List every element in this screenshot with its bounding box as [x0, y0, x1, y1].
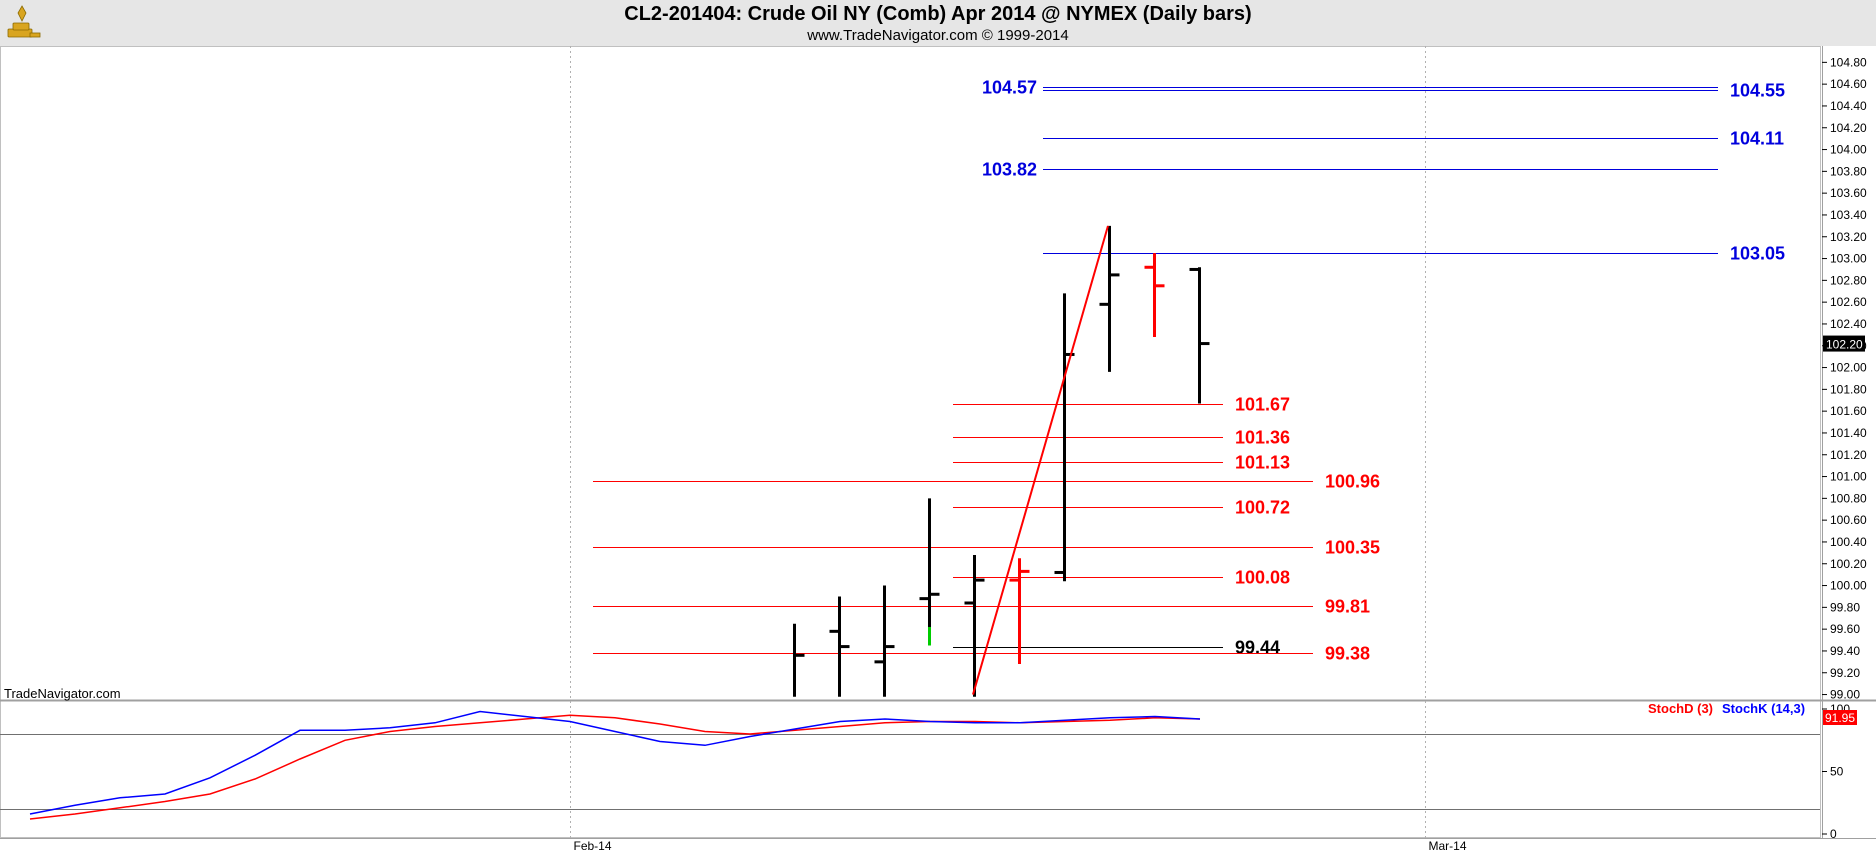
- stoch-last-box: [1823, 710, 1857, 725]
- legend-stochd: StochD (3): [1648, 701, 1713, 716]
- ohlc-bars: [793, 225, 1210, 697]
- price-tick-label: 100.40: [1830, 535, 1867, 549]
- price-tick-label: 100.80: [1830, 491, 1867, 505]
- price-tick-label: 101.80: [1830, 382, 1867, 396]
- level-label: 104.55: [1730, 81, 1785, 101]
- level-label: 99.81: [1325, 597, 1370, 617]
- price-tick-label: 103.80: [1830, 164, 1867, 178]
- ohlc-bar: [1144, 253, 1165, 338]
- level-label: 104.57: [982, 78, 1037, 98]
- chart-border: [0, 46, 1821, 838]
- level-label: 99.38: [1325, 644, 1370, 664]
- price-tick-label: 102.80: [1830, 273, 1867, 287]
- level-label: 99.44: [1235, 638, 1280, 658]
- price-tick-label: 104.40: [1830, 99, 1867, 113]
- ohlc-bar: [919, 498, 940, 646]
- price-tick-label: 101.20: [1830, 448, 1867, 462]
- price-tick-label: 103.40: [1830, 208, 1867, 222]
- price-tick-label: 104.00: [1830, 143, 1867, 157]
- date-tick-label: Mar-14: [1429, 839, 1467, 853]
- price-tick-label: 101.40: [1830, 426, 1867, 440]
- price-tick-label: 99.60: [1830, 622, 1860, 636]
- ohlc-bar: [793, 623, 805, 697]
- price-tick-label: 103.20: [1830, 230, 1867, 244]
- watermark-text: TradeNavigator.com: [4, 686, 121, 701]
- level-label: 101.13: [1235, 453, 1290, 473]
- ohlc-bar: [874, 585, 895, 697]
- trade-navigator-logo: [7, 5, 41, 38]
- price-tick-label: 99.80: [1830, 600, 1860, 614]
- ohlc-bar: [1099, 225, 1120, 372]
- level-label: 100.72: [1235, 498, 1290, 518]
- chart-title: CL2-201404: Crude Oil NY (Comb) Apr 2014…: [624, 3, 1252, 25]
- level-label: 100.96: [1325, 472, 1380, 492]
- ohlc-bar: [1009, 558, 1030, 665]
- price-axis: 104.80 104.60 104.40 104.20 104.00 103.80 103.…: [1822, 55, 1867, 702]
- chart-header: [0, 0, 1876, 46]
- ohlc-bar: [829, 596, 850, 697]
- level-label: 101.36: [1235, 428, 1290, 448]
- price-tick-label: 99.20: [1830, 666, 1860, 680]
- price-tick-label: 103.60: [1830, 186, 1867, 200]
- price-tick-label: 101.60: [1830, 404, 1867, 418]
- price-tick-label: 99.40: [1830, 644, 1860, 658]
- legend-stochk: StochK (14,3): [1722, 701, 1806, 716]
- price-tick-label: 102.40: [1830, 317, 1867, 331]
- price-tick-label: 99.00: [1830, 688, 1860, 702]
- trend-line: [972, 225, 1109, 695]
- price-tick-label: 102.00: [1830, 361, 1867, 375]
- price-tick-label: 100.20: [1830, 557, 1867, 571]
- level-label: 103.82: [982, 160, 1037, 180]
- chart-grid: [570, 46, 1426, 838]
- price-tick-label: 104.80: [1830, 55, 1867, 69]
- chart-subtitle: www.TradeNavigator.com © 1999-2014: [807, 27, 1069, 44]
- price-tick-label: 100.00: [1830, 579, 1867, 593]
- price-tick-label: 101.00: [1830, 470, 1867, 484]
- price-tick-label: 103.00: [1830, 252, 1867, 266]
- stoch-last-label: 91.95: [1825, 711, 1855, 725]
- date-axis: Feb-14 Mar-14: [574, 839, 1467, 853]
- price-tick-label: 100.60: [1830, 513, 1867, 527]
- price-tick-label: 104.60: [1830, 77, 1867, 91]
- ohlc-bar: [1189, 267, 1210, 404]
- price-tick-label: 104.20: [1830, 121, 1867, 135]
- stoch-tick-label: 0: [1830, 827, 1837, 841]
- date-tick-label: Feb-14: [574, 839, 612, 853]
- price-tick-label: 102.60: [1830, 295, 1867, 309]
- level-label: 104.11: [1730, 129, 1784, 149]
- last-price-box: [1823, 335, 1865, 352]
- ohlc-bar: [964, 555, 985, 697]
- level-label: 101.67: [1235, 395, 1290, 415]
- stoch-tick-label: 50: [1830, 765, 1844, 779]
- level-label: 103.05: [1730, 244, 1785, 264]
- ohlc-bar: [1054, 293, 1075, 582]
- last-price-label: 102.20: [1826, 338, 1863, 352]
- level-label: 100.08: [1235, 568, 1290, 588]
- stoch-series-line: [29, 710, 1201, 815]
- level-label: 100.35: [1325, 538, 1380, 558]
- trendline: [972, 225, 1109, 695]
- chart-frame: [0, 46, 1876, 839]
- price-levels: 104.57 104.55 104.11 103.82 103.05 101.67 101.…: [593, 78, 1785, 664]
